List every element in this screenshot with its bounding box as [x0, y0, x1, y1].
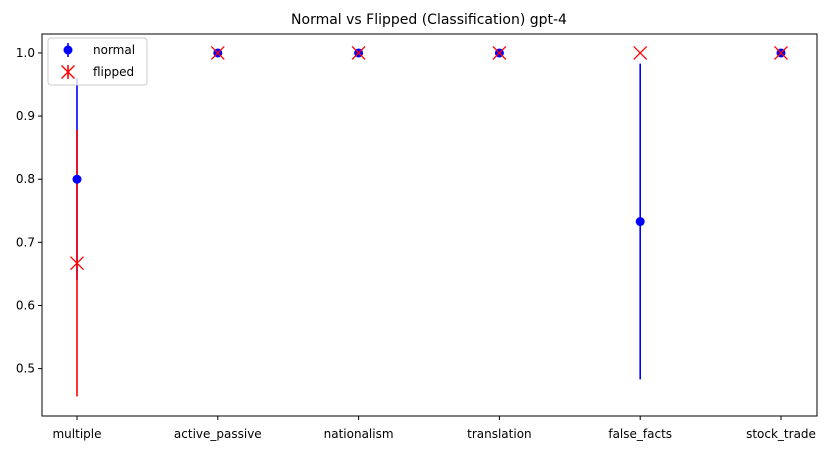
flipped-point-stroke: [351, 45, 366, 60]
normal-point: [635, 217, 645, 227]
y-tick-label: 0.6: [16, 299, 35, 313]
flipped-point: [633, 45, 648, 60]
y-tick-label: 0.5: [16, 362, 35, 376]
x-tick-label: active_passive: [174, 427, 262, 441]
y-tick-label: 0.9: [16, 109, 35, 123]
flipped-point-stroke: [633, 45, 648, 60]
legend-item-normal: normal: [63, 43, 135, 57]
x-axis: multiple active_passive nationalism transla…: [52, 416, 816, 441]
plot-area: [41, 33, 818, 417]
x-tick-label: false_facts: [608, 427, 672, 441]
flipped-point: [492, 45, 507, 60]
flipped-point: [210, 45, 225, 60]
y-tick-label: 1.0: [16, 46, 35, 60]
x-tick-label: nationalism: [324, 427, 394, 441]
flipped-point: [351, 45, 366, 60]
x-tick-label: stock_trade: [746, 427, 816, 441]
flipped-point-stroke: [774, 45, 788, 60]
legend-label: normal: [93, 43, 135, 57]
y-tick-label: 0.7: [16, 235, 35, 249]
series-layer: [70, 45, 788, 397]
legend-swatch-marker: [63, 45, 73, 55]
flipped-point-stroke: [210, 45, 225, 60]
flipped-point: [70, 256, 84, 271]
flipped-point-stroke: [492, 45, 507, 60]
y-tick-label: 0.8: [16, 172, 35, 186]
x-tick-label: multiple: [52, 427, 101, 441]
normal-point: [72, 174, 82, 184]
legend-label: flipped: [93, 65, 134, 79]
flipped-point: [774, 45, 788, 60]
legend-item-flipped: flipped: [61, 65, 134, 79]
legend-swatch-marker: [61, 65, 75, 79]
flipped-point-stroke: [70, 256, 84, 271]
x-tick-label: translation: [467, 427, 532, 441]
chart-title: Normal vs Flipped (Classification) gpt-4: [291, 12, 567, 28]
y-axis: 0.5 0.6 0.7 0.8 0.9 1.0: [16, 46, 42, 376]
legend-box: [47, 37, 148, 86]
legend: normal flipped: [47, 37, 148, 86]
